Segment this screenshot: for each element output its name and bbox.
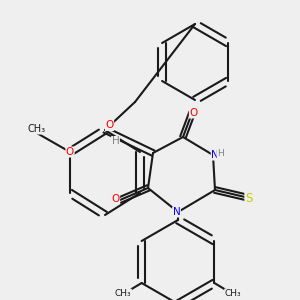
Text: O: O: [105, 121, 114, 130]
Text: O: O: [66, 147, 74, 157]
Text: CH₃: CH₃: [225, 289, 241, 298]
Text: H: H: [112, 136, 119, 146]
Text: H: H: [217, 149, 224, 158]
Text: O: O: [111, 194, 120, 203]
Text: N: N: [172, 207, 180, 217]
Text: O: O: [189, 108, 198, 118]
Text: CH₃: CH₃: [115, 289, 131, 298]
Text: N: N: [211, 150, 219, 160]
Text: S: S: [245, 192, 252, 205]
Text: CH₃: CH₃: [27, 124, 46, 134]
